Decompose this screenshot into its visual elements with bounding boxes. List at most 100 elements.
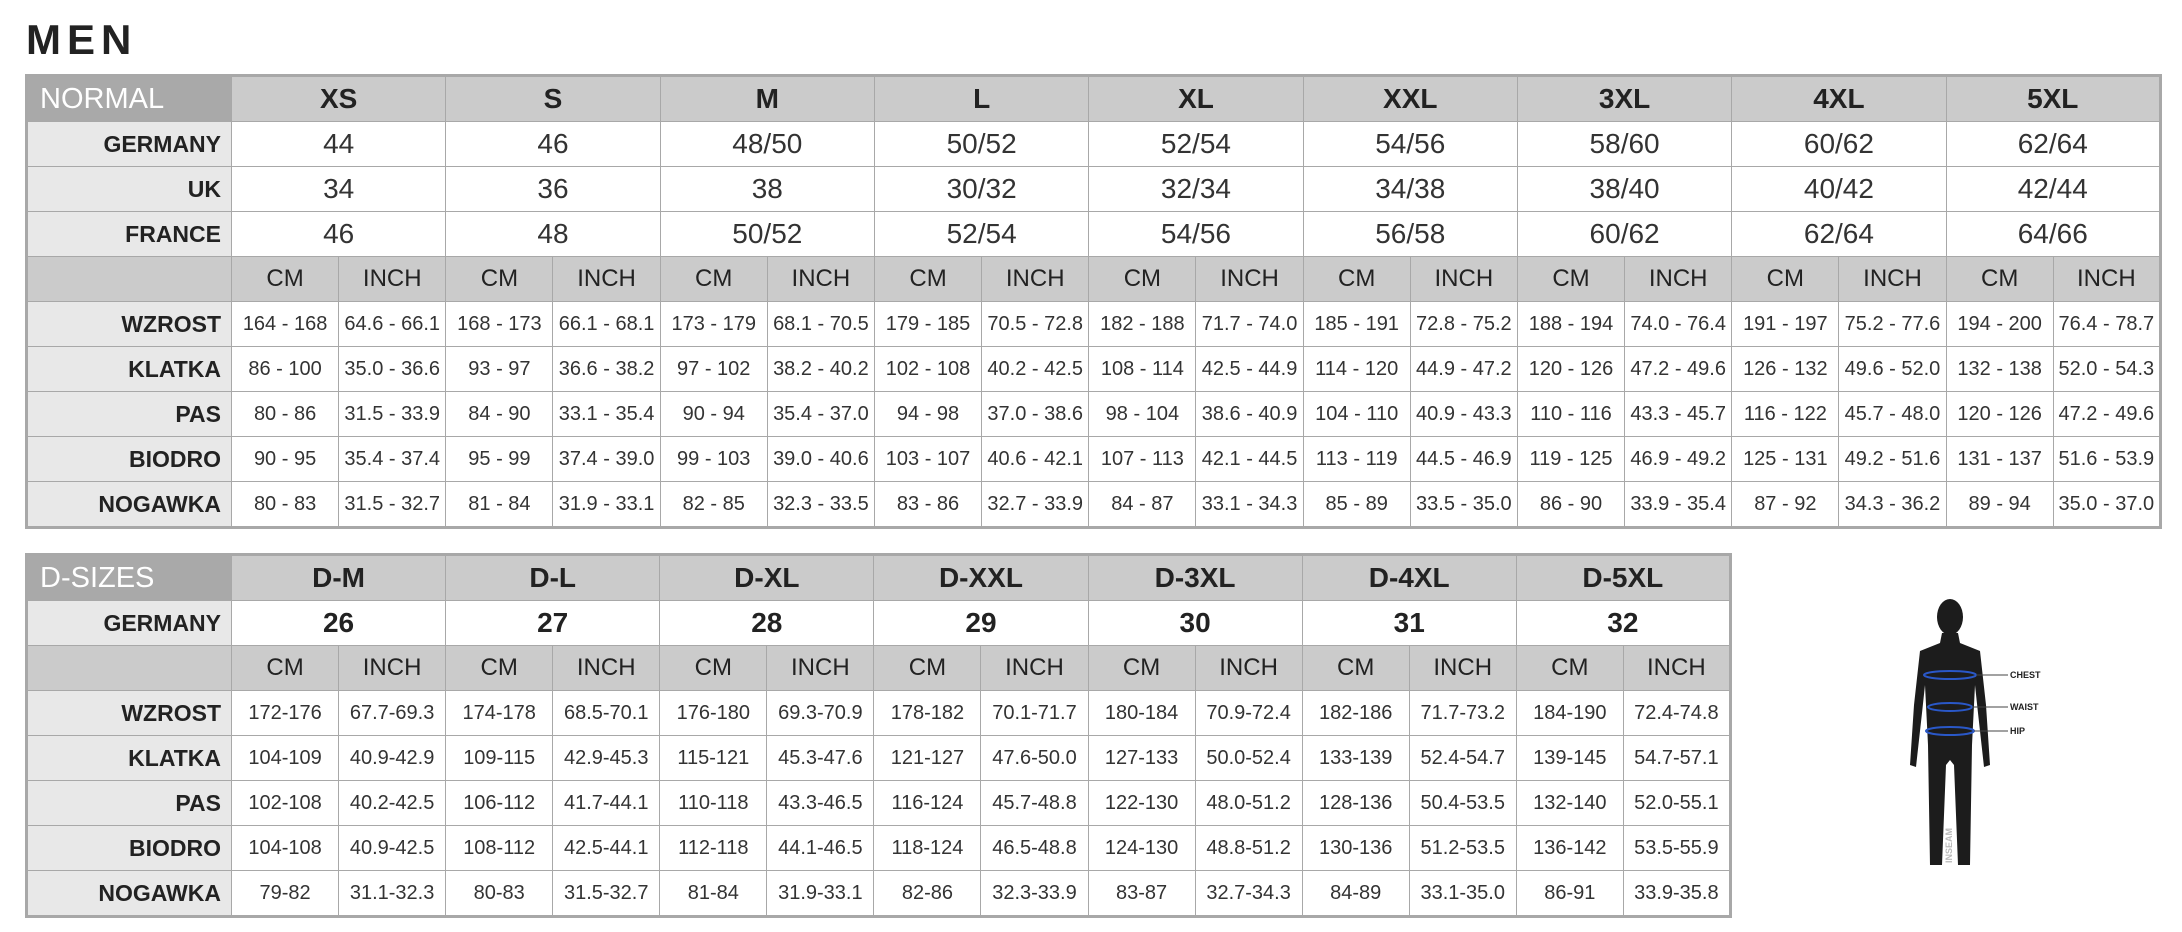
region-row: FRANCE 46 48 50/52 52/54 54/56 56/58 60/62 62/64…: [26, 211, 2161, 257]
measurement-value: 116-124: [873, 780, 982, 826]
measurement-value: 40.2 - 42.5: [981, 346, 1090, 392]
measurement-value: 71.7 - 74.0: [1195, 301, 1304, 347]
unit-header: INCH: [766, 256, 875, 302]
measurement-value: 84-89: [1301, 870, 1410, 917]
size-header: 4XL: [1731, 75, 1947, 122]
measurement-value: 42.5 - 44.9: [1195, 346, 1304, 392]
measurement-value: 108 - 114: [1088, 346, 1197, 392]
measurement-value: 33.1 - 35.4: [552, 391, 661, 437]
measurement-value: 70.5 - 72.8: [981, 301, 1090, 347]
unit-header: CM: [659, 256, 768, 302]
measurement-value: 45.7-48.8: [980, 780, 1089, 826]
region-value: 38: [659, 166, 875, 212]
size-header: D-XL: [659, 554, 875, 601]
region-value: 62/64: [1945, 121, 2161, 167]
measurement-value: 40.9-42.5: [338, 825, 447, 871]
measurement-value: 80 - 86: [230, 391, 340, 437]
measurement-value: 130-136: [1301, 825, 1410, 871]
measurement-value: 103 - 107: [873, 436, 983, 482]
measurement-value: 49.6 - 52.0: [1838, 346, 1947, 392]
measurement-value: 104-108: [230, 825, 340, 871]
measurement-value: 173 - 179: [659, 301, 768, 347]
measurement-row: NOGAWKA 80 - 83 31.5 - 32.7 81 - 84 31.9 - 3…: [26, 481, 2161, 528]
row-label: PAS: [26, 780, 232, 826]
figure-label: WAIST: [2010, 702, 2039, 712]
measurement-value: 47.6-50.0: [980, 735, 1089, 781]
measurement-value: 85 - 89: [1302, 481, 1411, 528]
row-label: WZROST: [26, 301, 232, 347]
region-value: 36: [445, 166, 661, 212]
measurement-value: 48.0-51.2: [1194, 780, 1303, 826]
measurement-value: 83 - 86: [873, 481, 983, 528]
measurement-value: 51.2-53.5: [1408, 825, 1517, 871]
measurement-value: 98 - 104: [1088, 391, 1197, 437]
region-value: 32: [1515, 600, 1731, 646]
measurement-value: 46.9 - 49.2: [1624, 436, 1733, 482]
measurement-row: BIODRO 90 - 95 35.4 - 37.4 95 - 99 37.4 - 39…: [26, 436, 2161, 482]
row-label: PAS: [26, 391, 232, 437]
unit-header: INCH: [1194, 645, 1303, 691]
measurement-value: 40.9-42.9: [338, 735, 447, 781]
d-size-table: D-SIZES D-M D-L D-XL D-XXL D-3XL D-4XL D-5XL GER…: [25, 553, 1732, 918]
region-value: 64/66: [1945, 211, 2161, 257]
measurement-value: 31.5 - 33.9: [338, 391, 447, 437]
region-value: 46: [230, 211, 447, 257]
unit-header: CM: [1301, 645, 1410, 691]
region-value: 28: [659, 600, 875, 646]
measurement-row: PAS 102-108 40.2-42.5 106-112 41.7-44.1 110-1…: [26, 780, 1731, 826]
unit-header: CM: [230, 645, 340, 691]
region-value: 38/40: [1516, 166, 1733, 212]
size-header: XL: [1088, 75, 1304, 122]
measurement-value: 53.5-55.9: [1622, 825, 1731, 871]
region-row: UK 34 36 38 30/32 32/34 34/38 38/40 40/42 42/44: [26, 166, 2161, 212]
measurement-value: 49.2 - 51.6: [1838, 436, 1947, 482]
unit-header: CM: [1515, 645, 1624, 691]
measurement-value: 80-83: [445, 870, 554, 917]
unit-header: CM: [1516, 256, 1626, 302]
measurement-value: 179 - 185: [873, 301, 983, 347]
measurement-value: 94 - 98: [873, 391, 983, 437]
head: [1937, 599, 1963, 635]
measurement-value: 38.6 - 40.9: [1195, 391, 1304, 437]
title: MEN: [26, 16, 138, 63]
unit-header: INCH: [980, 645, 1089, 691]
region-value: 56/58: [1302, 211, 1518, 257]
unit-header: CM: [873, 645, 982, 691]
region-value: 26: [230, 600, 447, 646]
measurement-value: 133-139: [1301, 735, 1410, 781]
measurement-value: 176-180: [659, 690, 768, 736]
measurement-value: 35.4 - 37.4: [338, 436, 447, 482]
region-value: 46: [445, 121, 661, 167]
unit-header: INCH: [338, 256, 447, 302]
measurement-value: 46.5-48.8: [980, 825, 1089, 871]
size-header: 3XL: [1516, 75, 1733, 122]
measurement-value: 120 - 126: [1945, 391, 2054, 437]
measurement-value: 86 - 90: [1516, 481, 1626, 528]
measurement-value: 188 - 194: [1516, 301, 1626, 347]
measurement-value: 132 - 138: [1945, 346, 2054, 392]
unit-header: INCH: [766, 645, 875, 691]
unit-header: CM: [1087, 645, 1196, 691]
measurement-value: 33.1-35.0: [1408, 870, 1517, 917]
measurement-row: KLATKA 86 - 100 35.0 - 36.6 93 - 97 36.6 - 3…: [26, 346, 2161, 392]
measurement-value: 68.5-70.1: [552, 690, 661, 736]
region-value: 31: [1301, 600, 1517, 646]
measurement-value: 52.0-55.1: [1622, 780, 1731, 826]
measurement-value: 84 - 87: [1088, 481, 1197, 528]
measurement-value: 39.0 - 40.6: [766, 436, 875, 482]
region-value: 48/50: [659, 121, 875, 167]
region-value: 32/34: [1088, 166, 1304, 212]
row-label: BIODRO: [26, 825, 232, 871]
measurement-value: 131 - 137: [1945, 436, 2054, 482]
measurement-value: 191 - 197: [1731, 301, 1840, 347]
unit-header: INCH: [1624, 256, 1733, 302]
measurement-value: 113 - 119: [1302, 436, 1411, 482]
measurement-value: 164 - 168: [230, 301, 340, 347]
measurement-value: 36.6 - 38.2: [552, 346, 661, 392]
measurement-value: 68.1 - 70.5: [766, 301, 875, 347]
measurement-value: 99 - 103: [659, 436, 768, 482]
size-header: S: [445, 75, 661, 122]
region-value: 54/56: [1302, 121, 1518, 167]
measurement-value: 67.7-69.3: [338, 690, 447, 736]
measurement-value: 71.7-73.2: [1408, 690, 1517, 736]
